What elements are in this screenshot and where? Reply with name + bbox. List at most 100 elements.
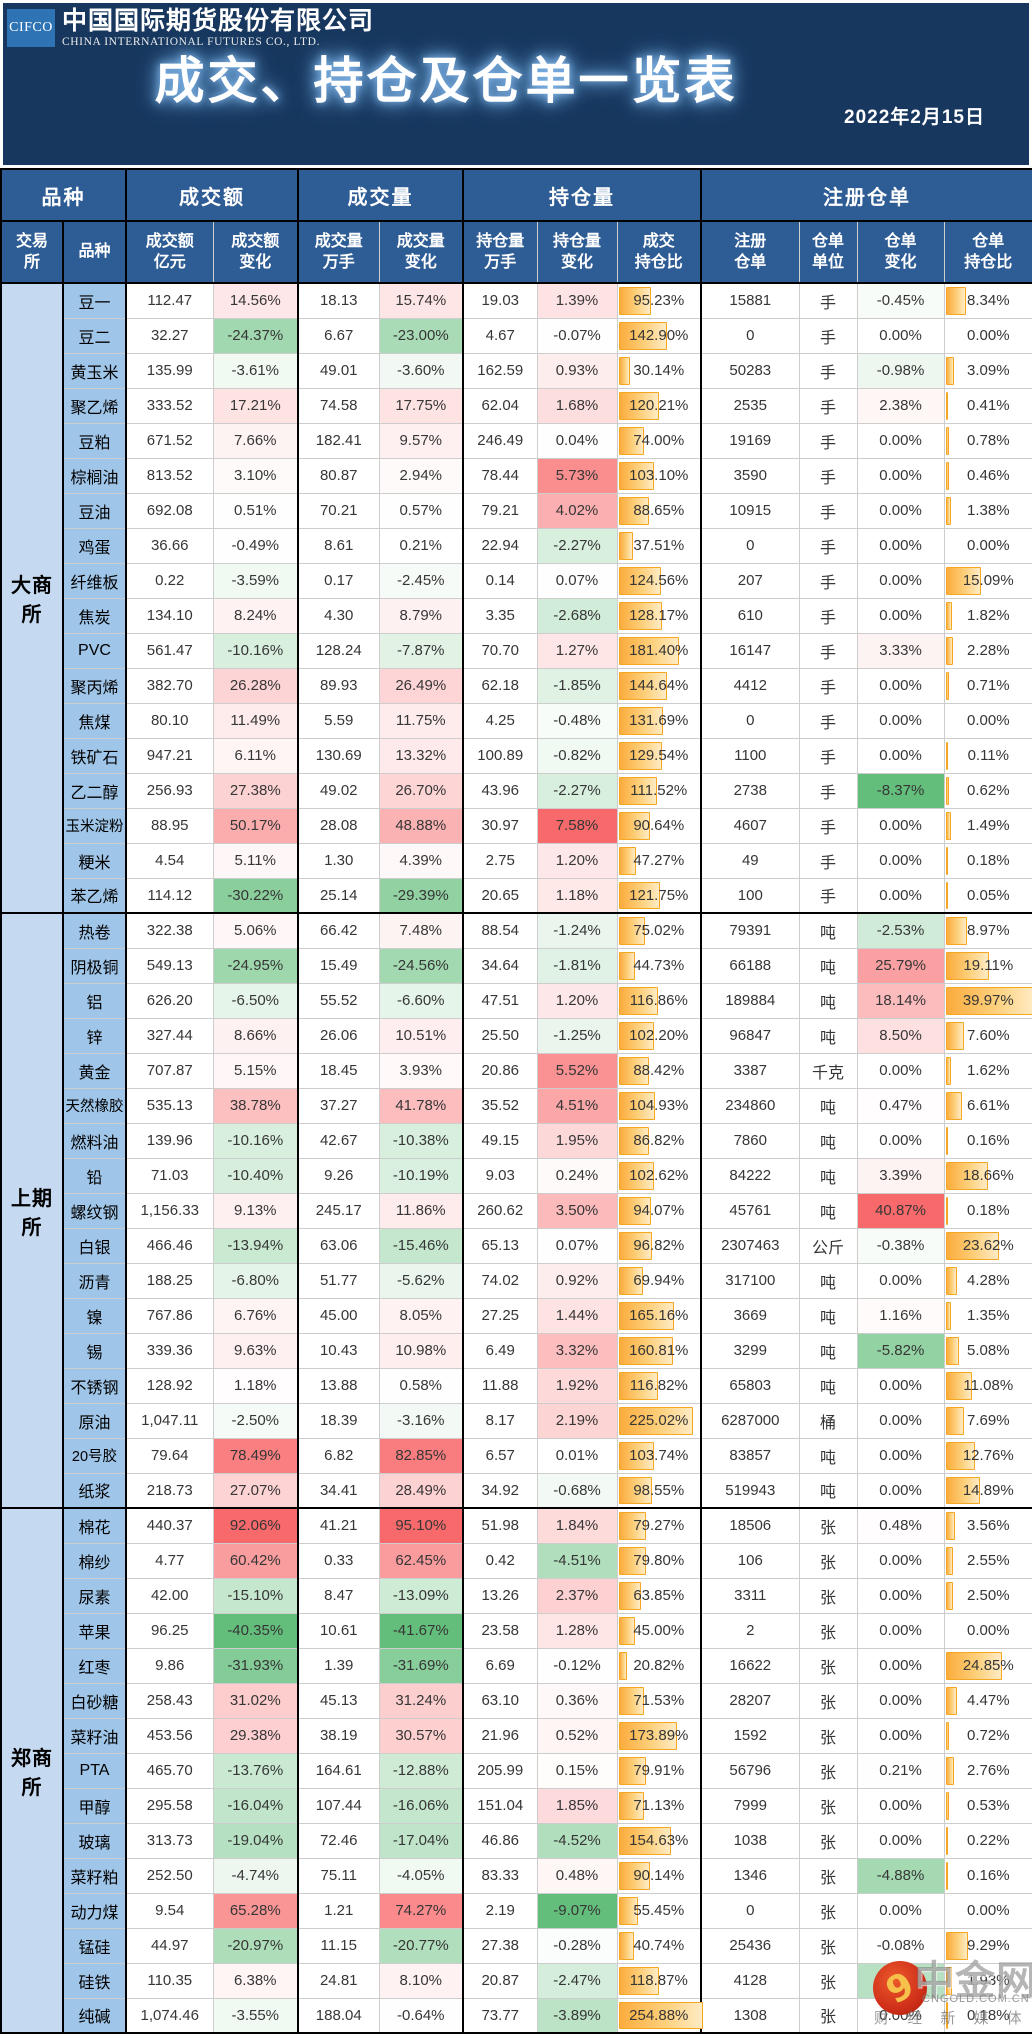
cell-open-interest: 51.98 bbox=[463, 1507, 538, 1543]
cell-turnover-change: 0.51% bbox=[213, 492, 299, 528]
cell-oi-change: -0.28% bbox=[537, 1927, 618, 1963]
cell-receipt-oi-ratio: 23.62% bbox=[944, 1227, 1032, 1263]
cell-receipt-change: -8.37% bbox=[857, 772, 945, 808]
cell-volume-change: 31.24% bbox=[379, 1682, 464, 1718]
cell-oi-change: 0.01% bbox=[537, 1437, 618, 1473]
table-row: 聚丙烯 382.70 26.28% 89.93 26.49% 62.18 -1.85% 144… bbox=[1, 667, 1032, 703]
cell-product: 棉纱 bbox=[63, 1542, 127, 1578]
cell-oi-change: 0.52% bbox=[537, 1717, 618, 1753]
cell-oi-change: 1.27% bbox=[537, 632, 618, 668]
cell-turnover: 134.10 bbox=[126, 597, 214, 633]
cell-receipt-change: 0.00% bbox=[857, 1577, 945, 1613]
cell-unit: 手 bbox=[799, 807, 858, 843]
cell-receipt-change: 0.00% bbox=[857, 1822, 945, 1858]
cell-receipts: 96847 bbox=[701, 1017, 800, 1053]
cell-receipts: 83857 bbox=[701, 1437, 800, 1473]
cell-vol-oi-ratio: 254.88% bbox=[617, 1997, 704, 2033]
column-header: 成交额 变化 bbox=[213, 221, 299, 284]
company-name-en: CHINA INTERNATIONAL FUTURES CO., LTD. bbox=[62, 35, 321, 48]
cell-open-interest: 70.70 bbox=[463, 632, 538, 668]
cell-turnover: 0.22 bbox=[126, 562, 214, 598]
cell-volume-change: 2.94% bbox=[379, 457, 464, 493]
cell-product: 动力煤 bbox=[63, 1892, 127, 1928]
cell-vol-oi-ratio: 30.14% bbox=[617, 352, 703, 388]
cell-vol-oi-ratio: 71.53% bbox=[617, 1682, 703, 1718]
cell-vol-oi-ratio: 94.07% bbox=[617, 1192, 703, 1228]
cell-vol-oi-ratio: 173.89% bbox=[617, 1717, 703, 1753]
cell-product: 原油 bbox=[63, 1402, 127, 1438]
cell-turnover: 535.13 bbox=[126, 1087, 214, 1123]
cell-turnover: 42.00 bbox=[126, 1577, 214, 1613]
cell-unit: 吨 bbox=[799, 1262, 858, 1298]
cell-volume: 25.14 bbox=[298, 877, 380, 913]
table-row: 大商所 豆一 112.47 14.56% 18.13 15.74% 19.03 1.39% 95… bbox=[1, 282, 1032, 913]
cell-turnover-change: 65.28% bbox=[213, 1892, 299, 1928]
cell-unit: 吨 bbox=[799, 1192, 858, 1228]
table-row: 聚乙烯 333.52 17.21% 74.58 17.75% 62.04 1.68% 120.… bbox=[1, 387, 1032, 423]
table-row: 尿素 42.00 -15.10% 8.47 -13.09% 13.26 2.37% 63.85… bbox=[1, 1577, 1032, 1613]
cell-receipt-change: 0.47% bbox=[857, 1087, 945, 1123]
cell-product: 聚丙烯 bbox=[63, 667, 127, 703]
cell-turnover-change: -3.59% bbox=[213, 562, 299, 598]
table-row: 鸡蛋 36.66 -0.49% 8.61 0.21% 22.94 -2.27% 37.51% 0… bbox=[1, 527, 1032, 563]
cell-receipt-oi-ratio: 0.18% bbox=[944, 842, 1032, 878]
cell-oi-change: 1.85% bbox=[537, 1787, 618, 1823]
cell-receipts: 207 bbox=[701, 562, 800, 598]
cell-oi-change: -0.48% bbox=[537, 702, 618, 738]
column-header: 品种 bbox=[63, 221, 127, 284]
cell-volume: 0.33 bbox=[298, 1542, 380, 1578]
cell-vol-oi-ratio: 37.51% bbox=[617, 527, 703, 563]
cell-vol-oi-ratio: 88.42% bbox=[617, 1052, 703, 1088]
cell-receipt-oi-ratio: 0.18% bbox=[944, 1997, 1032, 2033]
cell-volume-change: -20.77% bbox=[379, 1927, 464, 1963]
cell-receipt-oi-ratio: 19.11% bbox=[944, 947, 1032, 983]
cell-turnover-change: -0.49% bbox=[213, 527, 299, 563]
cell-receipt-change: 8.50% bbox=[857, 1017, 945, 1053]
cell-vol-oi-ratio: 129.54% bbox=[617, 737, 703, 773]
cell-unit: 吨 bbox=[799, 1087, 858, 1123]
cell-open-interest: 260.62 bbox=[463, 1192, 538, 1228]
cell-volume-change: -10.38% bbox=[379, 1122, 464, 1158]
cell-product: 棉花 bbox=[63, 1507, 127, 1543]
cell-product: 锌 bbox=[63, 1017, 127, 1053]
cell-vol-oi-ratio: 118.87% bbox=[617, 1962, 703, 1998]
cell-receipts: 1592 bbox=[701, 1717, 800, 1753]
cell-receipt-oi-ratio: 11.08% bbox=[944, 1367, 1032, 1403]
header-banner: CIFCO 中国国际期货股份有限公司 CHINA INTERNATIONAL F… bbox=[0, 0, 1032, 168]
table-row: 铝 626.20 -6.50% 55.52 -6.60% 47.51 1.20% 116.86… bbox=[1, 982, 1032, 1018]
cell-receipt-oi-ratio: 3.09% bbox=[944, 352, 1032, 388]
column-group: 持仓量 bbox=[461, 168, 703, 222]
cell-volume-change: 30.57% bbox=[379, 1717, 464, 1753]
cell-receipts: 49 bbox=[701, 842, 800, 878]
cell-open-interest: 47.51 bbox=[463, 982, 538, 1018]
cell-receipt-oi-ratio: 7.69% bbox=[944, 1402, 1032, 1438]
cell-open-interest: 6.57 bbox=[463, 1437, 538, 1473]
cell-product: 20号胶 bbox=[63, 1437, 127, 1473]
cell-receipt-oi-ratio: 0.00% bbox=[944, 1892, 1032, 1928]
cell-volume-change: -2.45% bbox=[379, 562, 464, 598]
cell-unit: 吨 bbox=[799, 1367, 858, 1403]
cell-receipt-oi-ratio: 4.47% bbox=[944, 1682, 1032, 1718]
cell-receipt-change: 0.00% bbox=[857, 1542, 945, 1578]
cell-unit: 手 bbox=[799, 772, 858, 808]
cell-receipts: 50283 bbox=[701, 352, 800, 388]
cell-unit: 张 bbox=[799, 1507, 858, 1543]
cell-receipt-oi-ratio: 15.09% bbox=[944, 562, 1032, 598]
cell-open-interest: 2.75 bbox=[463, 842, 538, 878]
cell-receipt-oi-ratio: 4.28% bbox=[944, 1262, 1032, 1298]
cell-product: 聚乙烯 bbox=[63, 387, 127, 423]
cell-turnover: 707.87 bbox=[126, 1052, 214, 1088]
cell-receipts: 0 bbox=[701, 702, 800, 738]
cell-turnover-change: -31.93% bbox=[213, 1647, 299, 1683]
cell-oi-change: 2.37% bbox=[537, 1577, 618, 1613]
cell-turnover-change: 1.18% bbox=[213, 1367, 299, 1403]
cell-turnover: 112.47 bbox=[126, 282, 214, 318]
cell-volume: 80.87 bbox=[298, 457, 380, 493]
cell-turnover-change: -24.37% bbox=[213, 317, 299, 353]
cell-receipts: 15881 bbox=[701, 282, 800, 318]
cell-receipts: 6287000 bbox=[701, 1402, 800, 1438]
cell-unit: 吨 bbox=[799, 947, 858, 983]
company-name-block: 中国国际期货股份有限公司 CHINA INTERNATIONAL FUTURES… bbox=[62, 7, 374, 48]
cell-turnover-change: 60.42% bbox=[213, 1542, 299, 1578]
cell-oi-change: 0.07% bbox=[537, 562, 618, 598]
